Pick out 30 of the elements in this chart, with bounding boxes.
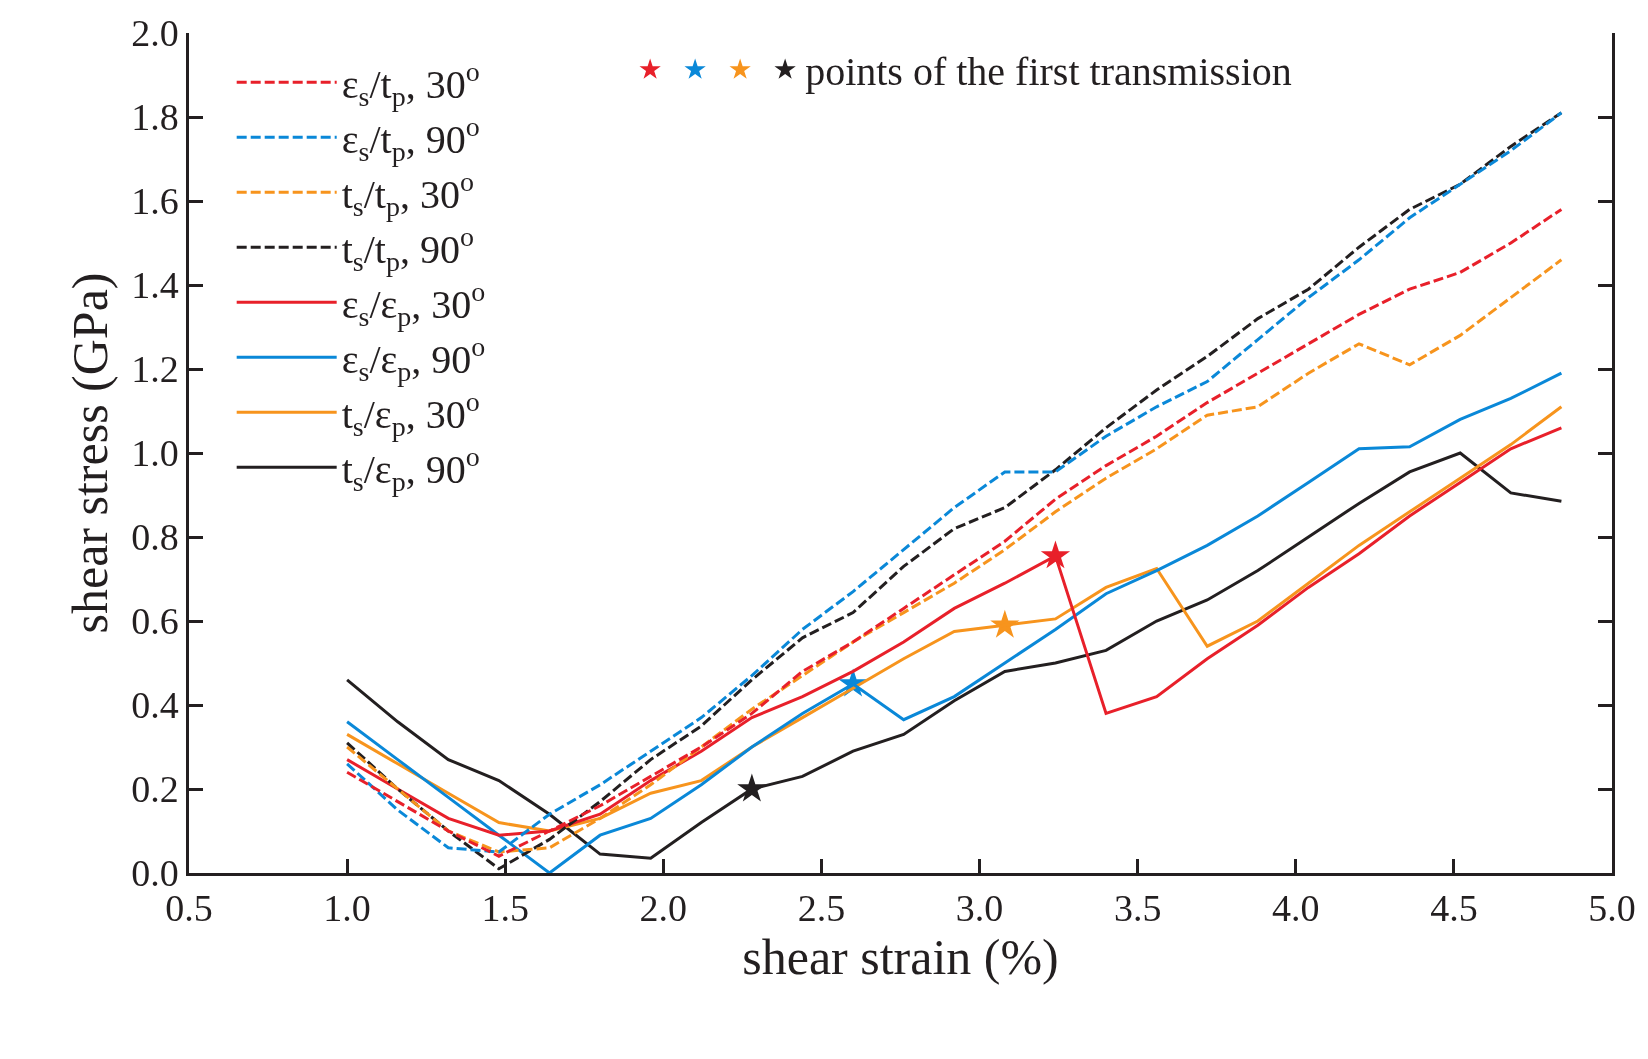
y-tick-label: 2.0 (131, 12, 179, 55)
y-tick-label: 1.2 (131, 348, 179, 391)
x-tick-label: 1.5 (481, 887, 529, 930)
y-tick-label: 0.8 (131, 516, 179, 559)
y-tick-label: 1.8 (131, 96, 179, 139)
legend-label: ε$_{s}$/ε$_{p}$, 30$^{o}$ (341, 276, 486, 333)
x-tick-label: 1.0 (323, 887, 371, 930)
y-tick-label: 0.4 (131, 684, 179, 727)
x-axis-title: shear strain (%) (742, 929, 1059, 986)
x-tick-label: 2.0 (639, 887, 688, 930)
y-tick-label: 0.2 (131, 768, 179, 811)
x-tick-label: 2.5 (797, 887, 846, 930)
x-tick-label: 4.0 (1272, 887, 1320, 930)
legend-label: points of the first transmission (805, 49, 1292, 95)
legend-label: t$_{s}$/ε$_{p}$, 90$^{o}$ (341, 441, 480, 498)
y-axis-title: shear stress (GPa) (62, 272, 119, 634)
y-tick-label: 1.4 (131, 264, 179, 307)
y-tick-label: 1.0 (131, 432, 179, 475)
legend-label: t$_{s}$/ε$_{p}$, 30$^{o}$ (341, 386, 480, 443)
legend-label: ε$_{s}$/t$_{p}$, 30$^{o}$ (341, 56, 480, 113)
x-tick-label: 3.0 (955, 887, 1004, 930)
y-tick-label: 1.6 (131, 180, 179, 223)
legend-label: t$_{s}$/t$_{p}$, 90$^{o}$ (341, 221, 474, 278)
x-tick-label: 3.5 (1113, 887, 1162, 930)
legend-label: ε$_{s}$/ε$_{p}$, 90$^{o}$ (341, 331, 486, 388)
x-tick-label: 5.0 (1588, 887, 1636, 930)
x-tick-label: 4.5 (1430, 887, 1478, 930)
y-tick-label: 0.6 (131, 600, 179, 643)
legend-label: ε$_{s}$/t$_{p}$, 90$^{o}$ (341, 111, 480, 168)
legend-label: t$_{s}$/t$_{p}$, 30$^{o}$ (341, 166, 474, 223)
